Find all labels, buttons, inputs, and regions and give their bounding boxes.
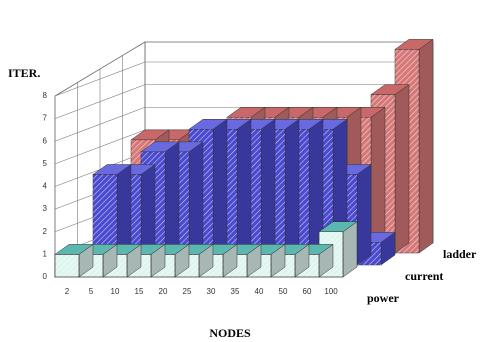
bar-side [394,84,410,254]
bar-side [356,164,372,266]
x-tick-label: 100 [324,287,338,296]
bar-side [212,118,228,266]
y-tick-label: 7 [43,114,48,123]
bar-hatch-dark [54,254,80,278]
x-tick-label: 50 [279,287,288,296]
y-tick-label: 6 [43,136,48,145]
x-tick-label: 25 [183,287,192,296]
y-tick-label: 5 [43,159,48,168]
y-tick-label: 3 [43,204,48,213]
bar-side [236,118,252,266]
x-tick-label: 35 [231,287,240,296]
legend-label: current [405,269,443,283]
x-tick-label: 20 [159,287,168,296]
bar-hatch [55,254,79,277]
y-tick-label: 8 [43,91,48,100]
x-tick-label: 10 [111,287,120,296]
y-axis-label: ITER. [8,66,40,80]
legend-label: power [367,291,400,305]
legend-label: ladder [443,247,477,261]
y-tick-label: 1 [43,249,48,258]
bar-side [370,106,386,254]
y-tick-label: 0 [43,272,48,281]
x-tick-label: 2 [65,287,70,296]
y-tick-label: 2 [43,227,48,236]
x-axis-label: NODES [209,326,251,340]
bar-side [418,38,434,254]
x-tick-label: 30 [207,287,216,296]
bar-side [284,118,300,266]
x-tick-label: 60 [303,287,312,296]
x-tick-label: 40 [255,287,264,296]
bar-side [260,118,276,266]
y-tick-label: 4 [43,182,48,191]
x-tick-label: 5 [89,287,94,296]
x-tick-label: 15 [135,287,144,296]
